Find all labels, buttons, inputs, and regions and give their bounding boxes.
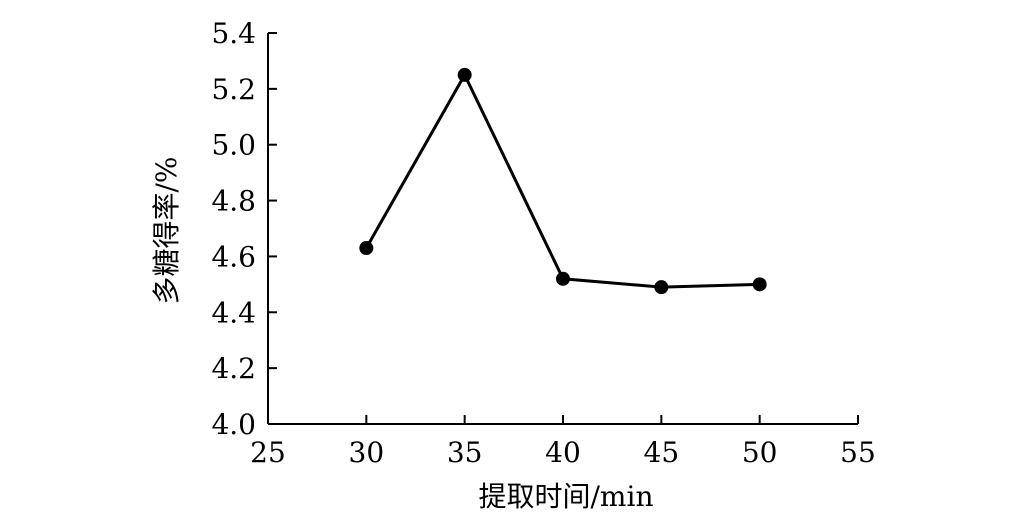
- x-tick-label: 40: [545, 436, 581, 469]
- data-point: [654, 280, 669, 295]
- y-tick-label: 4.4: [211, 296, 256, 329]
- x-tick-label: 25: [250, 436, 286, 469]
- axes: [267, 33, 858, 425]
- x-tick-label: 50: [742, 436, 778, 469]
- y-axis-title: 多糖得率/%: [150, 156, 183, 304]
- series-line: [365, 71, 760, 289]
- y-tick-label: 5.2: [211, 73, 256, 106]
- series: [359, 67, 767, 295]
- data-point: [359, 241, 374, 256]
- x-tick-label: 30: [349, 436, 385, 469]
- y-tick-label: 4.0: [211, 408, 256, 441]
- x-tick-label: 55: [840, 436, 876, 469]
- data-point: [556, 271, 570, 286]
- data-point: [752, 277, 767, 292]
- y-tick-label: 4.2: [211, 352, 256, 385]
- y-tick-label: 5.0: [211, 129, 256, 162]
- ticks: 25 30 35 40 45 50 55 4.0 4.2 4.4 4.6 4.8 5.0 5.2 5.4: [211, 17, 875, 469]
- x-tick-label: 45: [644, 436, 680, 469]
- y-tick-label: 4.8: [211, 185, 256, 218]
- data-point: [457, 67, 472, 82]
- y-tick-label: 5.4: [211, 17, 256, 50]
- x-tick-label: 35: [447, 436, 483, 469]
- x-axis-title: 提取时间/min: [479, 480, 654, 513]
- y-tick-label: 4.6: [211, 240, 256, 273]
